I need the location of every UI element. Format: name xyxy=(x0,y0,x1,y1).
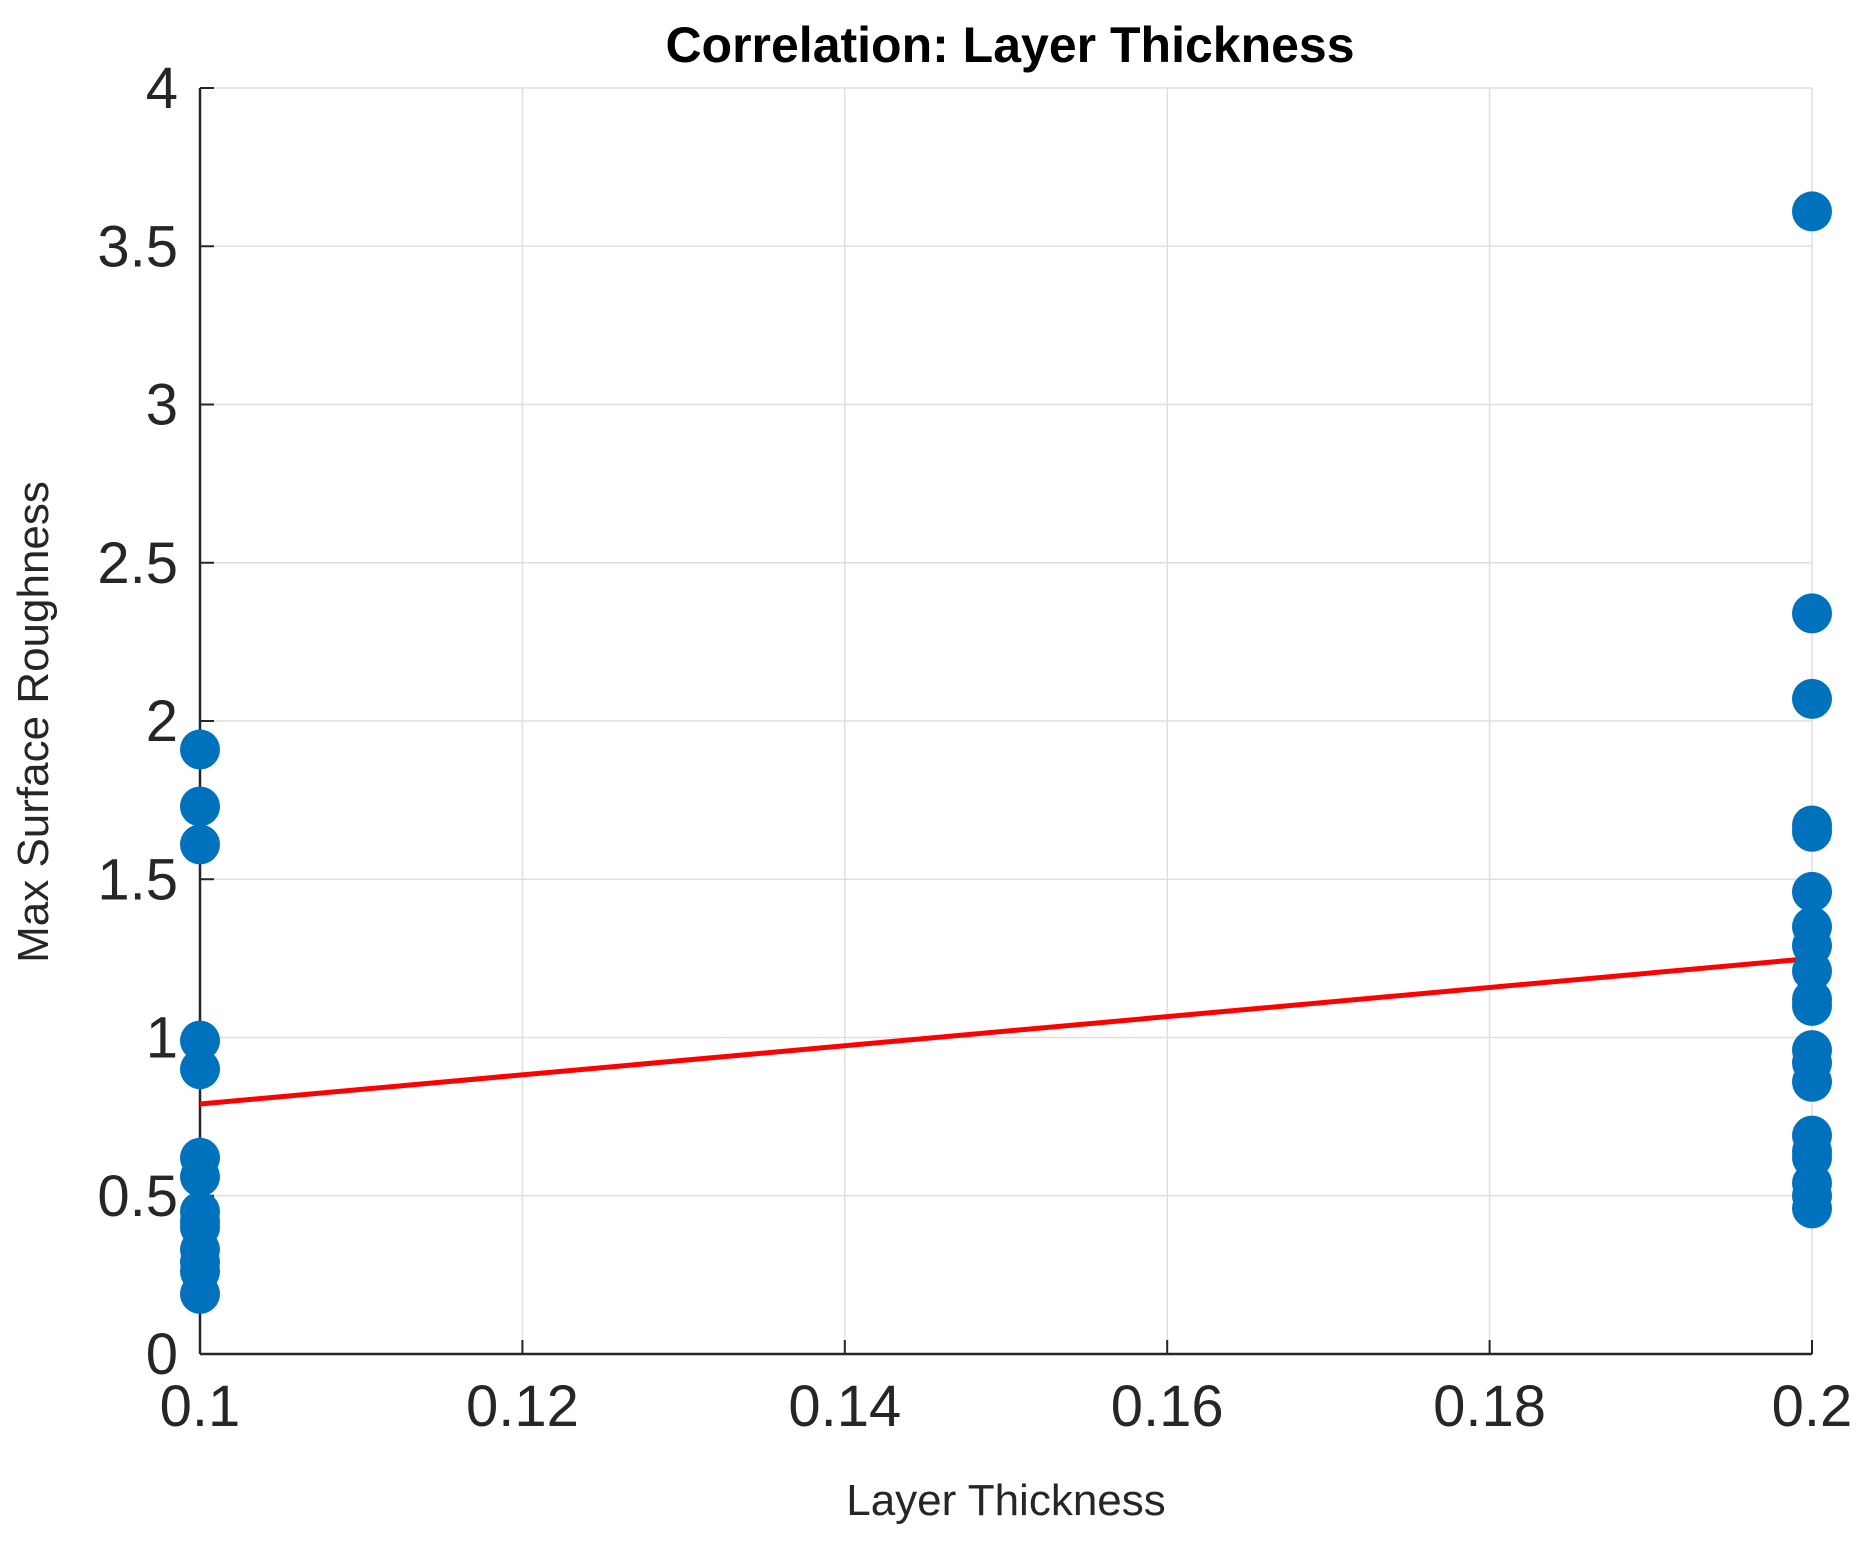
y-tick-label: 3 xyxy=(146,373,178,438)
scatter-point xyxy=(1792,871,1832,912)
y-tick-label: 4 xyxy=(146,56,178,121)
y-tick-label: 2.5 xyxy=(97,531,178,596)
scatter-point xyxy=(180,1049,220,1090)
y-tick-label: 0 xyxy=(146,1322,178,1387)
scatter-point xyxy=(1792,191,1832,232)
trend-line xyxy=(199,955,1813,1107)
y-tick-label: 3.5 xyxy=(97,214,178,279)
chart-title: Correlation: Layer Thickness xyxy=(665,17,1354,73)
data-points xyxy=(180,191,1832,1314)
fit-line-group xyxy=(199,955,1813,1107)
y-tick-label: 0.5 xyxy=(97,1164,178,1229)
scatter-point xyxy=(1792,593,1832,634)
x-tick-label: 0.1 xyxy=(160,1374,241,1439)
y-tick-label: 1 xyxy=(146,1006,178,1071)
x-axis-title: Layer Thickness xyxy=(846,1476,1166,1525)
scatter-point xyxy=(1792,678,1832,719)
scatter-point xyxy=(1792,1061,1832,1102)
scatter-point xyxy=(180,786,220,827)
tick-labels: 0.1 0.12 0.14 0.16 0.18 0.2 0 0.5 1 1.5 2 2.5 3 3.5 4 xyxy=(97,56,1852,1439)
scatter-point xyxy=(180,1020,220,1061)
x-tick-label: 0.12 xyxy=(466,1374,579,1439)
scatter-point xyxy=(1792,1137,1832,1178)
y-axis-title: Max Surface Roughness xyxy=(9,481,58,963)
scatter-point xyxy=(180,729,220,770)
y-tick-label: 2 xyxy=(146,689,178,754)
scatter-point xyxy=(180,824,220,865)
grid xyxy=(199,87,1813,1355)
x-tick-label: 0.16 xyxy=(1111,1374,1224,1439)
y-tick-label: 1.5 xyxy=(97,847,178,912)
scatter-point xyxy=(1792,811,1832,852)
scatter-point xyxy=(180,1201,220,1242)
x-tick-label: 0.14 xyxy=(788,1374,901,1439)
scatter-point xyxy=(1792,951,1832,992)
scatter-point xyxy=(180,1251,220,1292)
scatter-point xyxy=(1792,1188,1832,1229)
scatter-point xyxy=(180,1156,220,1197)
x-tick-label: 0.2 xyxy=(1772,1374,1853,1439)
x-tick-label: 0.18 xyxy=(1433,1374,1546,1439)
scatter-point xyxy=(1792,985,1832,1026)
